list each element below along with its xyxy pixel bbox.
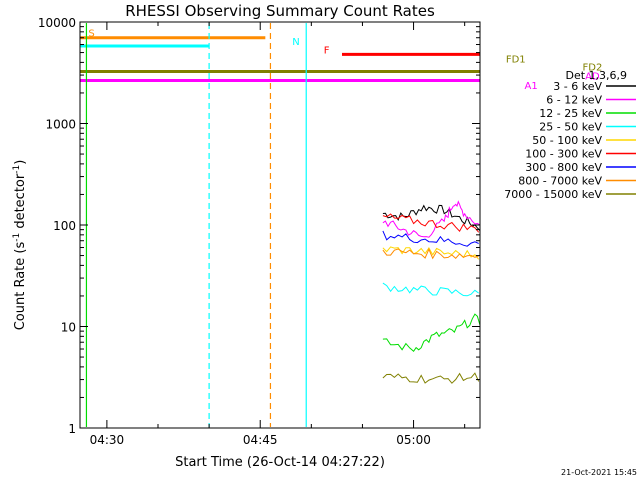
x-tick-label: 04:45 xyxy=(243,433,278,447)
x-tick-label: 05:00 xyxy=(396,433,431,447)
flag-label: A1 xyxy=(525,81,538,92)
legend-label: 100 - 300 keV xyxy=(525,148,602,161)
y-axis-label: Count Rate (s-1 detector-1) xyxy=(12,160,28,331)
y-tick-label: 1000 xyxy=(45,118,76,132)
legend-label: 3 - 6 keV xyxy=(553,80,602,93)
flag-label: FD1 xyxy=(506,55,526,66)
legend-label: 6 - 12 keV xyxy=(546,94,602,107)
legend-label: 300 - 800 keV xyxy=(525,161,602,174)
y-tick-label: 10 xyxy=(61,321,76,335)
flag-label: S xyxy=(88,29,94,40)
series-line-5 xyxy=(382,213,480,233)
legend-title: Det 1,3,6,9 xyxy=(565,69,627,82)
flag-label: N xyxy=(292,37,299,48)
series-line-1 xyxy=(382,200,481,238)
flag-label: AD xyxy=(585,72,600,83)
x-axis-label: Start Time (26-Oct-14 04:27:22) xyxy=(175,455,385,470)
series-line-6 xyxy=(382,230,479,247)
legend-label: 7000 - 15000 keV xyxy=(504,188,602,201)
legend-label: 25 - 50 keV xyxy=(539,121,602,134)
chart-title: RHESSI Observing Summary Count Rates xyxy=(125,2,435,20)
y-axis: 1 10 100 1000 10000 xyxy=(38,16,480,436)
series-line-2 xyxy=(382,313,481,353)
legend-label: 50 - 100 keV xyxy=(532,134,602,147)
legend-label: 800 - 7000 keV xyxy=(518,175,602,188)
series-lines xyxy=(382,200,481,384)
flag-label: F xyxy=(324,45,330,56)
x-axis: 04:30 04:45 05:00 xyxy=(90,22,466,447)
series-line-7 xyxy=(382,248,479,260)
series-line-8 xyxy=(382,372,480,384)
flag-label: FD2 xyxy=(583,63,603,74)
legend-label: 12 - 25 keV xyxy=(539,107,602,120)
x-tick-label: 04:30 xyxy=(90,433,125,447)
y-tick-label: 1 xyxy=(68,422,76,436)
footer-timestamp: 21-Oct-2021 15:45 xyxy=(561,468,637,477)
y-tick-label: 100 xyxy=(53,219,76,233)
y-tick-label: 10000 xyxy=(38,16,76,30)
series-line-3 xyxy=(382,282,479,297)
